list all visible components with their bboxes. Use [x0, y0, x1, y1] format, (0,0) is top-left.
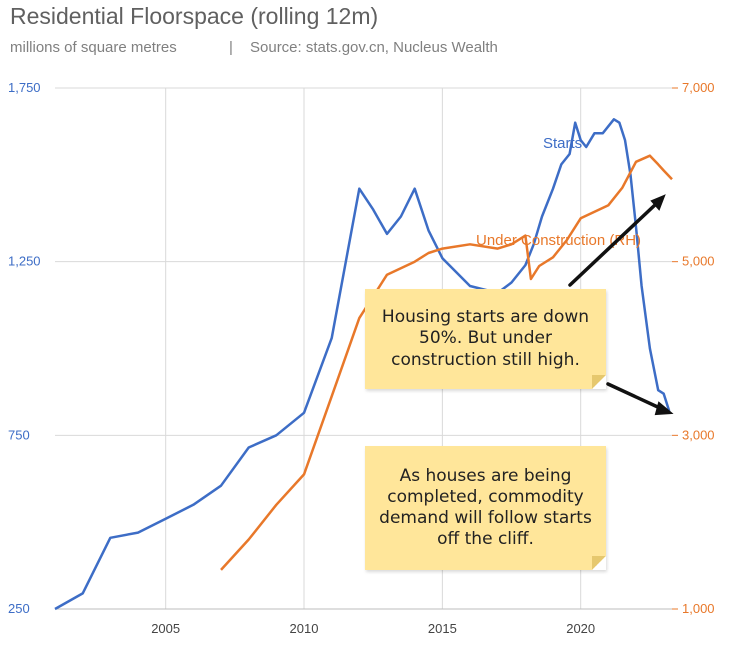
ticks: 250 750 1,250 1,750 1,000 3,000 5,000 7,000 2005… — [8, 80, 715, 636]
chart-title: Residential Floorspace (rolling 12m) — [10, 3, 378, 29]
y-left-tick-label: 750 — [8, 427, 30, 442]
annotation-note-2: As houses are being completed, commodity… — [365, 446, 606, 570]
annotation-text-2: As houses are being completed, commodity… — [379, 465, 592, 550]
subtitle-separator: | — [229, 39, 233, 56]
x-tick-label: 2010 — [290, 621, 319, 636]
arrow-to-starts — [606, 382, 674, 416]
note-fold-2 — [592, 556, 606, 570]
x-tick-label: 2005 — [151, 621, 180, 636]
y-right-tick-label: 3,000 — [682, 427, 715, 442]
series-line-under-construction-rh — [220, 154, 673, 571]
x-tick-label: 2015 — [428, 621, 457, 636]
y-left-tick-label: 1,750 — [8, 80, 41, 95]
y-left-tick-label: 250 — [8, 601, 30, 616]
series-layer — [54, 118, 673, 611]
series-label-starts: Starts — [543, 135, 582, 152]
annotation-note-1: Housing starts are down 50%. But under c… — [365, 289, 606, 389]
y-right-tick-label: 5,000 — [682, 254, 715, 269]
note-fold-1 — [592, 375, 606, 389]
x-tick-label: 2020 — [566, 621, 595, 636]
y-right-tick-label: 1,000 — [682, 601, 715, 616]
series-label-under-construction: Under Construction (RH) — [476, 232, 641, 249]
annotation-text-1: Housing starts are down 50%. But under c… — [381, 307, 590, 370]
subtitle-units: millions of square metres — [10, 39, 177, 56]
series-line-starts — [54, 118, 671, 611]
subtitle-source: Source: stats.gov.cn, Nucleus Wealth — [250, 39, 498, 56]
y-left-tick-label: 1,250 — [8, 254, 41, 269]
arrow-to-under-construction — [568, 194, 666, 287]
y-right-tick-label: 7,000 — [682, 80, 715, 95]
